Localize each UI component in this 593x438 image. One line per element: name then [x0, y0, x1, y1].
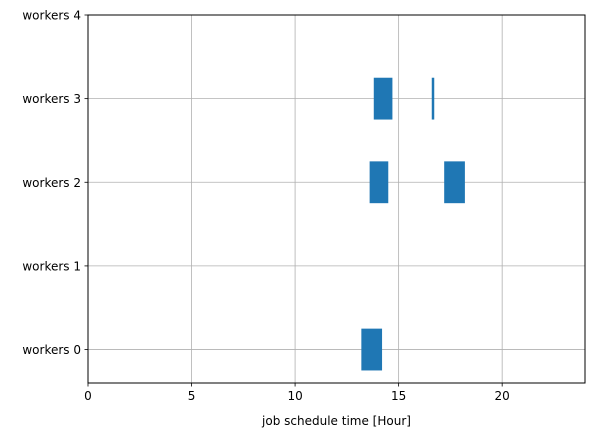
plot-background: [88, 15, 585, 383]
y-tick-label: workers 0: [22, 343, 81, 357]
x-tick-label: 20: [495, 389, 510, 403]
task-bars: [361, 77, 465, 371]
task-bar-worker-0-0: [361, 328, 383, 371]
x-axis-label: job schedule time [Hour]: [261, 414, 411, 428]
x-tick-label: 15: [391, 389, 406, 403]
task-bar-worker-3-3: [373, 77, 393, 120]
y-tick-label: workers 3: [22, 92, 81, 106]
y-tick-label: workers 1: [22, 259, 81, 273]
task-bar-worker-2-1: [369, 161, 389, 204]
x-axis-ticks: 0 5 10 15 20: [84, 383, 510, 403]
y-tick-label: workers 4: [22, 9, 81, 23]
y-axis-ticks: workers 0 workers 1 workers 2 workers 3 work…: [22, 9, 88, 357]
x-tick-label: 10: [287, 389, 302, 403]
x-tick-label: 0: [84, 389, 92, 403]
task-bar-worker-2-2: [444, 161, 465, 204]
x-tick-label: 5: [188, 389, 196, 403]
y-tick-label: workers 2: [22, 176, 81, 190]
task-bar-worker-3-4: [431, 77, 435, 120]
plot-frame: [87, 14, 586, 384]
